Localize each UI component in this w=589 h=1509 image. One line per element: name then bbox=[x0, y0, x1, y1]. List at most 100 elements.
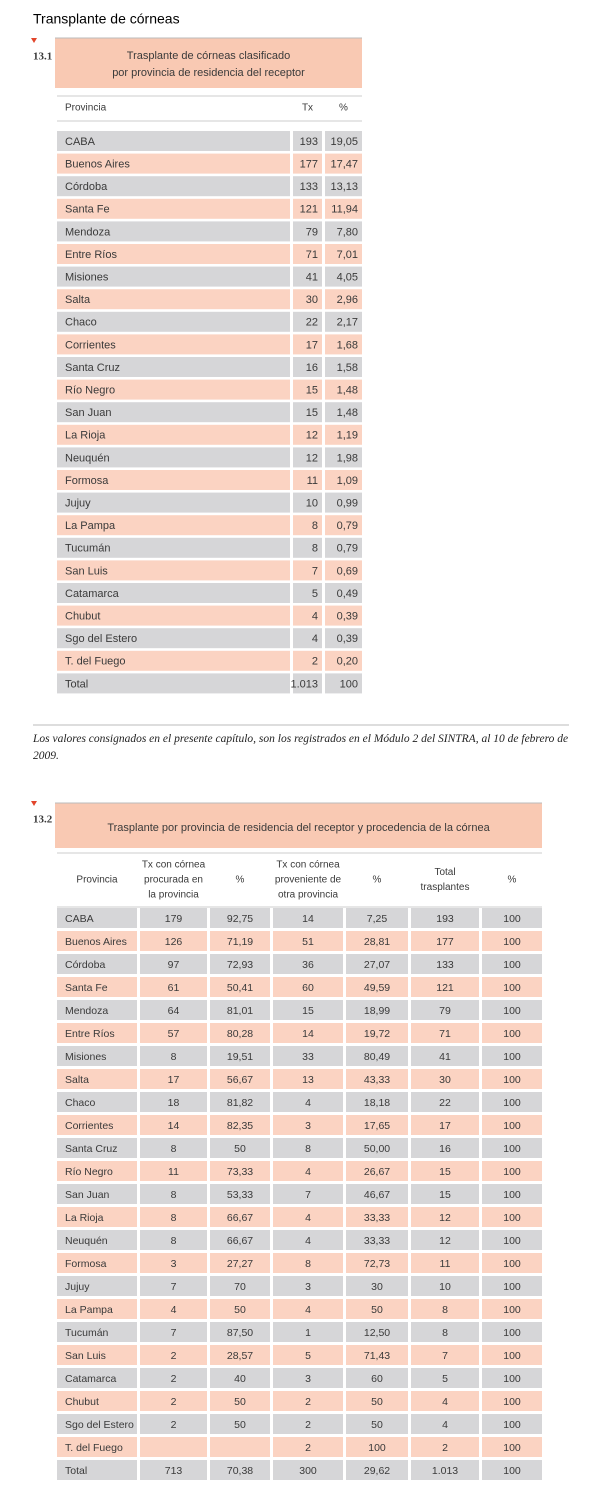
cell-value: 80,49 bbox=[364, 1051, 390, 1063]
cell-value: 2 bbox=[305, 1419, 311, 1431]
cell-value: 133 bbox=[436, 959, 454, 971]
cell bbox=[57, 1276, 137, 1296]
cell-value: 100 bbox=[503, 1235, 521, 1247]
cell-value: 36 bbox=[302, 959, 314, 971]
cell bbox=[293, 244, 322, 264]
cell bbox=[325, 673, 362, 694]
cell-value: 713 bbox=[165, 1465, 183, 1477]
cell bbox=[346, 931, 408, 951]
cell bbox=[293, 379, 322, 400]
cell-value: 72,73 bbox=[364, 1258, 390, 1270]
row-label: Entre Ríos bbox=[65, 1028, 115, 1040]
row-label: Neuquén bbox=[65, 1235, 108, 1247]
cell bbox=[411, 1299, 479, 1319]
cell-value: 8 bbox=[442, 1327, 448, 1339]
cell bbox=[210, 1391, 270, 1411]
cell bbox=[57, 447, 290, 468]
cell-value: 2 bbox=[171, 1419, 177, 1431]
cell-value: 53,33 bbox=[227, 1189, 253, 1201]
cell bbox=[346, 1437, 408, 1457]
cell-value: 100 bbox=[503, 1120, 521, 1132]
cell bbox=[57, 560, 290, 581]
cell bbox=[140, 1115, 207, 1135]
row-label: San Luis bbox=[65, 1350, 106, 1362]
cell bbox=[346, 1207, 408, 1227]
cell bbox=[482, 1161, 542, 1181]
cell bbox=[346, 1092, 408, 1112]
cell bbox=[411, 954, 479, 974]
cell bbox=[346, 1023, 408, 1043]
cell-value: 66,67 bbox=[227, 1235, 253, 1247]
cell bbox=[273, 1115, 343, 1135]
row-label: Jujuy bbox=[65, 498, 91, 510]
cell bbox=[140, 1184, 207, 1204]
row-label: Formosa bbox=[65, 475, 109, 487]
cell-value: 1,98 bbox=[337, 452, 358, 464]
cell-value: 2 bbox=[171, 1396, 177, 1408]
cell bbox=[346, 1345, 408, 1365]
cell bbox=[140, 1437, 207, 1457]
cell bbox=[293, 357, 322, 377]
cell bbox=[293, 605, 322, 626]
column-header: % bbox=[339, 103, 348, 114]
cell-value: 100 bbox=[503, 982, 521, 994]
cell-value: 100 bbox=[503, 1074, 521, 1086]
cell-value: 17,65 bbox=[364, 1120, 390, 1132]
marker bbox=[31, 801, 37, 806]
cell-value: 177 bbox=[300, 159, 318, 171]
cell-value: 22 bbox=[306, 317, 318, 329]
cell bbox=[273, 1391, 343, 1411]
cell-value: 0,99 bbox=[337, 498, 358, 510]
cell-value: 100 bbox=[503, 1419, 521, 1431]
cell bbox=[346, 977, 408, 997]
row-label: Río Negro bbox=[65, 385, 115, 397]
cell bbox=[346, 1115, 408, 1135]
cell bbox=[57, 1069, 137, 1089]
cell-value: 30 bbox=[306, 294, 318, 306]
cell bbox=[57, 424, 290, 445]
cell-value: 3 bbox=[305, 1373, 311, 1385]
cell-value: 8 bbox=[312, 543, 318, 555]
cell bbox=[411, 1069, 479, 1089]
cell bbox=[57, 1437, 137, 1457]
cell bbox=[411, 1023, 479, 1043]
cell bbox=[325, 176, 362, 197]
cell bbox=[293, 492, 322, 513]
row-label: Tucumán bbox=[65, 543, 110, 555]
cell bbox=[273, 1092, 343, 1112]
cell bbox=[140, 1207, 207, 1227]
cell bbox=[482, 1437, 542, 1457]
cell-value: 18,18 bbox=[364, 1097, 390, 1109]
cell bbox=[325, 266, 362, 287]
column-header: Tx con córnea bbox=[276, 860, 340, 871]
cell-value: 11 bbox=[440, 1258, 451, 1270]
cell bbox=[57, 1230, 137, 1250]
cell-value: 71 bbox=[306, 249, 318, 261]
row-label: La Rioja bbox=[65, 1212, 104, 1224]
cell-value: 4 bbox=[305, 1212, 311, 1224]
cell bbox=[57, 402, 290, 423]
cell-value: 100 bbox=[503, 1327, 521, 1339]
cell-value: 8 bbox=[171, 1143, 177, 1155]
cell bbox=[140, 977, 207, 997]
row-label: San Luis bbox=[65, 565, 108, 577]
cell-value: 2 bbox=[442, 1442, 448, 1454]
column-header: % bbox=[508, 875, 517, 886]
cell bbox=[346, 1046, 408, 1066]
cell bbox=[411, 1207, 479, 1227]
cell bbox=[325, 221, 362, 242]
row-label: Córdoba bbox=[65, 959, 105, 971]
column-header: otra provincia bbox=[278, 890, 338, 901]
cell-value: 1.013 bbox=[432, 1465, 458, 1477]
cell-value: 7 bbox=[305, 1189, 311, 1201]
cell-value: 11 bbox=[168, 1166, 179, 1178]
cell bbox=[140, 1253, 207, 1273]
column-header: Provincia bbox=[76, 875, 118, 886]
cell bbox=[482, 908, 542, 928]
row-label: Chaco bbox=[65, 317, 97, 329]
cell bbox=[293, 470, 322, 490]
cell bbox=[140, 1230, 207, 1250]
cell bbox=[293, 153, 322, 174]
cell bbox=[482, 1230, 542, 1250]
cell bbox=[273, 1046, 343, 1066]
